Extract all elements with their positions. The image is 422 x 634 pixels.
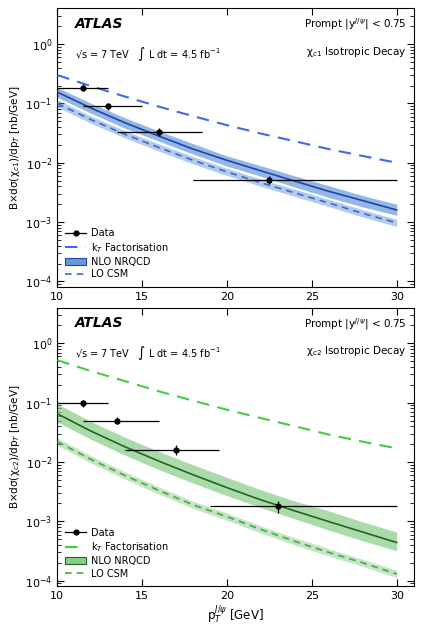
Text: √s = 7 TeV   ∫ L dt = 4.5 fb$^{-1}$: √s = 7 TeV ∫ L dt = 4.5 fb$^{-1}$ xyxy=(75,344,221,362)
X-axis label: p$_T^{J/\psi}$ [GeV]: p$_T^{J/\psi}$ [GeV] xyxy=(207,604,264,626)
Text: χ$_{c2}$ Isotropic Decay: χ$_{c2}$ Isotropic Decay xyxy=(306,344,406,358)
Text: Prompt |y$^{J/\psi}$| < 0.75: Prompt |y$^{J/\psi}$| < 0.75 xyxy=(304,16,406,32)
Y-axis label: B×dσ(χ$_{c1}$)/dp$_T$ [nb/GeV]: B×dσ(χ$_{c1}$)/dp$_T$ [nb/GeV] xyxy=(8,86,22,210)
Legend: Data, k$_T$ Factorisation, NLO NRQCD, LO CSM: Data, k$_T$ Factorisation, NLO NRQCD, LO… xyxy=(62,226,172,282)
Text: χ$_{c1}$ Isotropic Decay: χ$_{c1}$ Isotropic Decay xyxy=(306,44,406,58)
Text: Prompt |y$^{J/\psi}$| < 0.75: Prompt |y$^{J/\psi}$| < 0.75 xyxy=(304,316,406,332)
Legend: Data, k$_T$ Factorisation, NLO NRQCD, LO CSM: Data, k$_T$ Factorisation, NLO NRQCD, LO… xyxy=(62,525,172,581)
Text: √s = 7 TeV   ∫ L dt = 4.5 fb$^{-1}$: √s = 7 TeV ∫ L dt = 4.5 fb$^{-1}$ xyxy=(75,44,221,63)
Text: ATLAS: ATLAS xyxy=(75,316,124,330)
Text: ATLAS: ATLAS xyxy=(75,16,124,30)
Y-axis label: B×dσ(χ$_{c2}$)/dp$_T$ [nb/GeV]: B×dσ(χ$_{c2}$)/dp$_T$ [nb/GeV] xyxy=(8,385,22,509)
